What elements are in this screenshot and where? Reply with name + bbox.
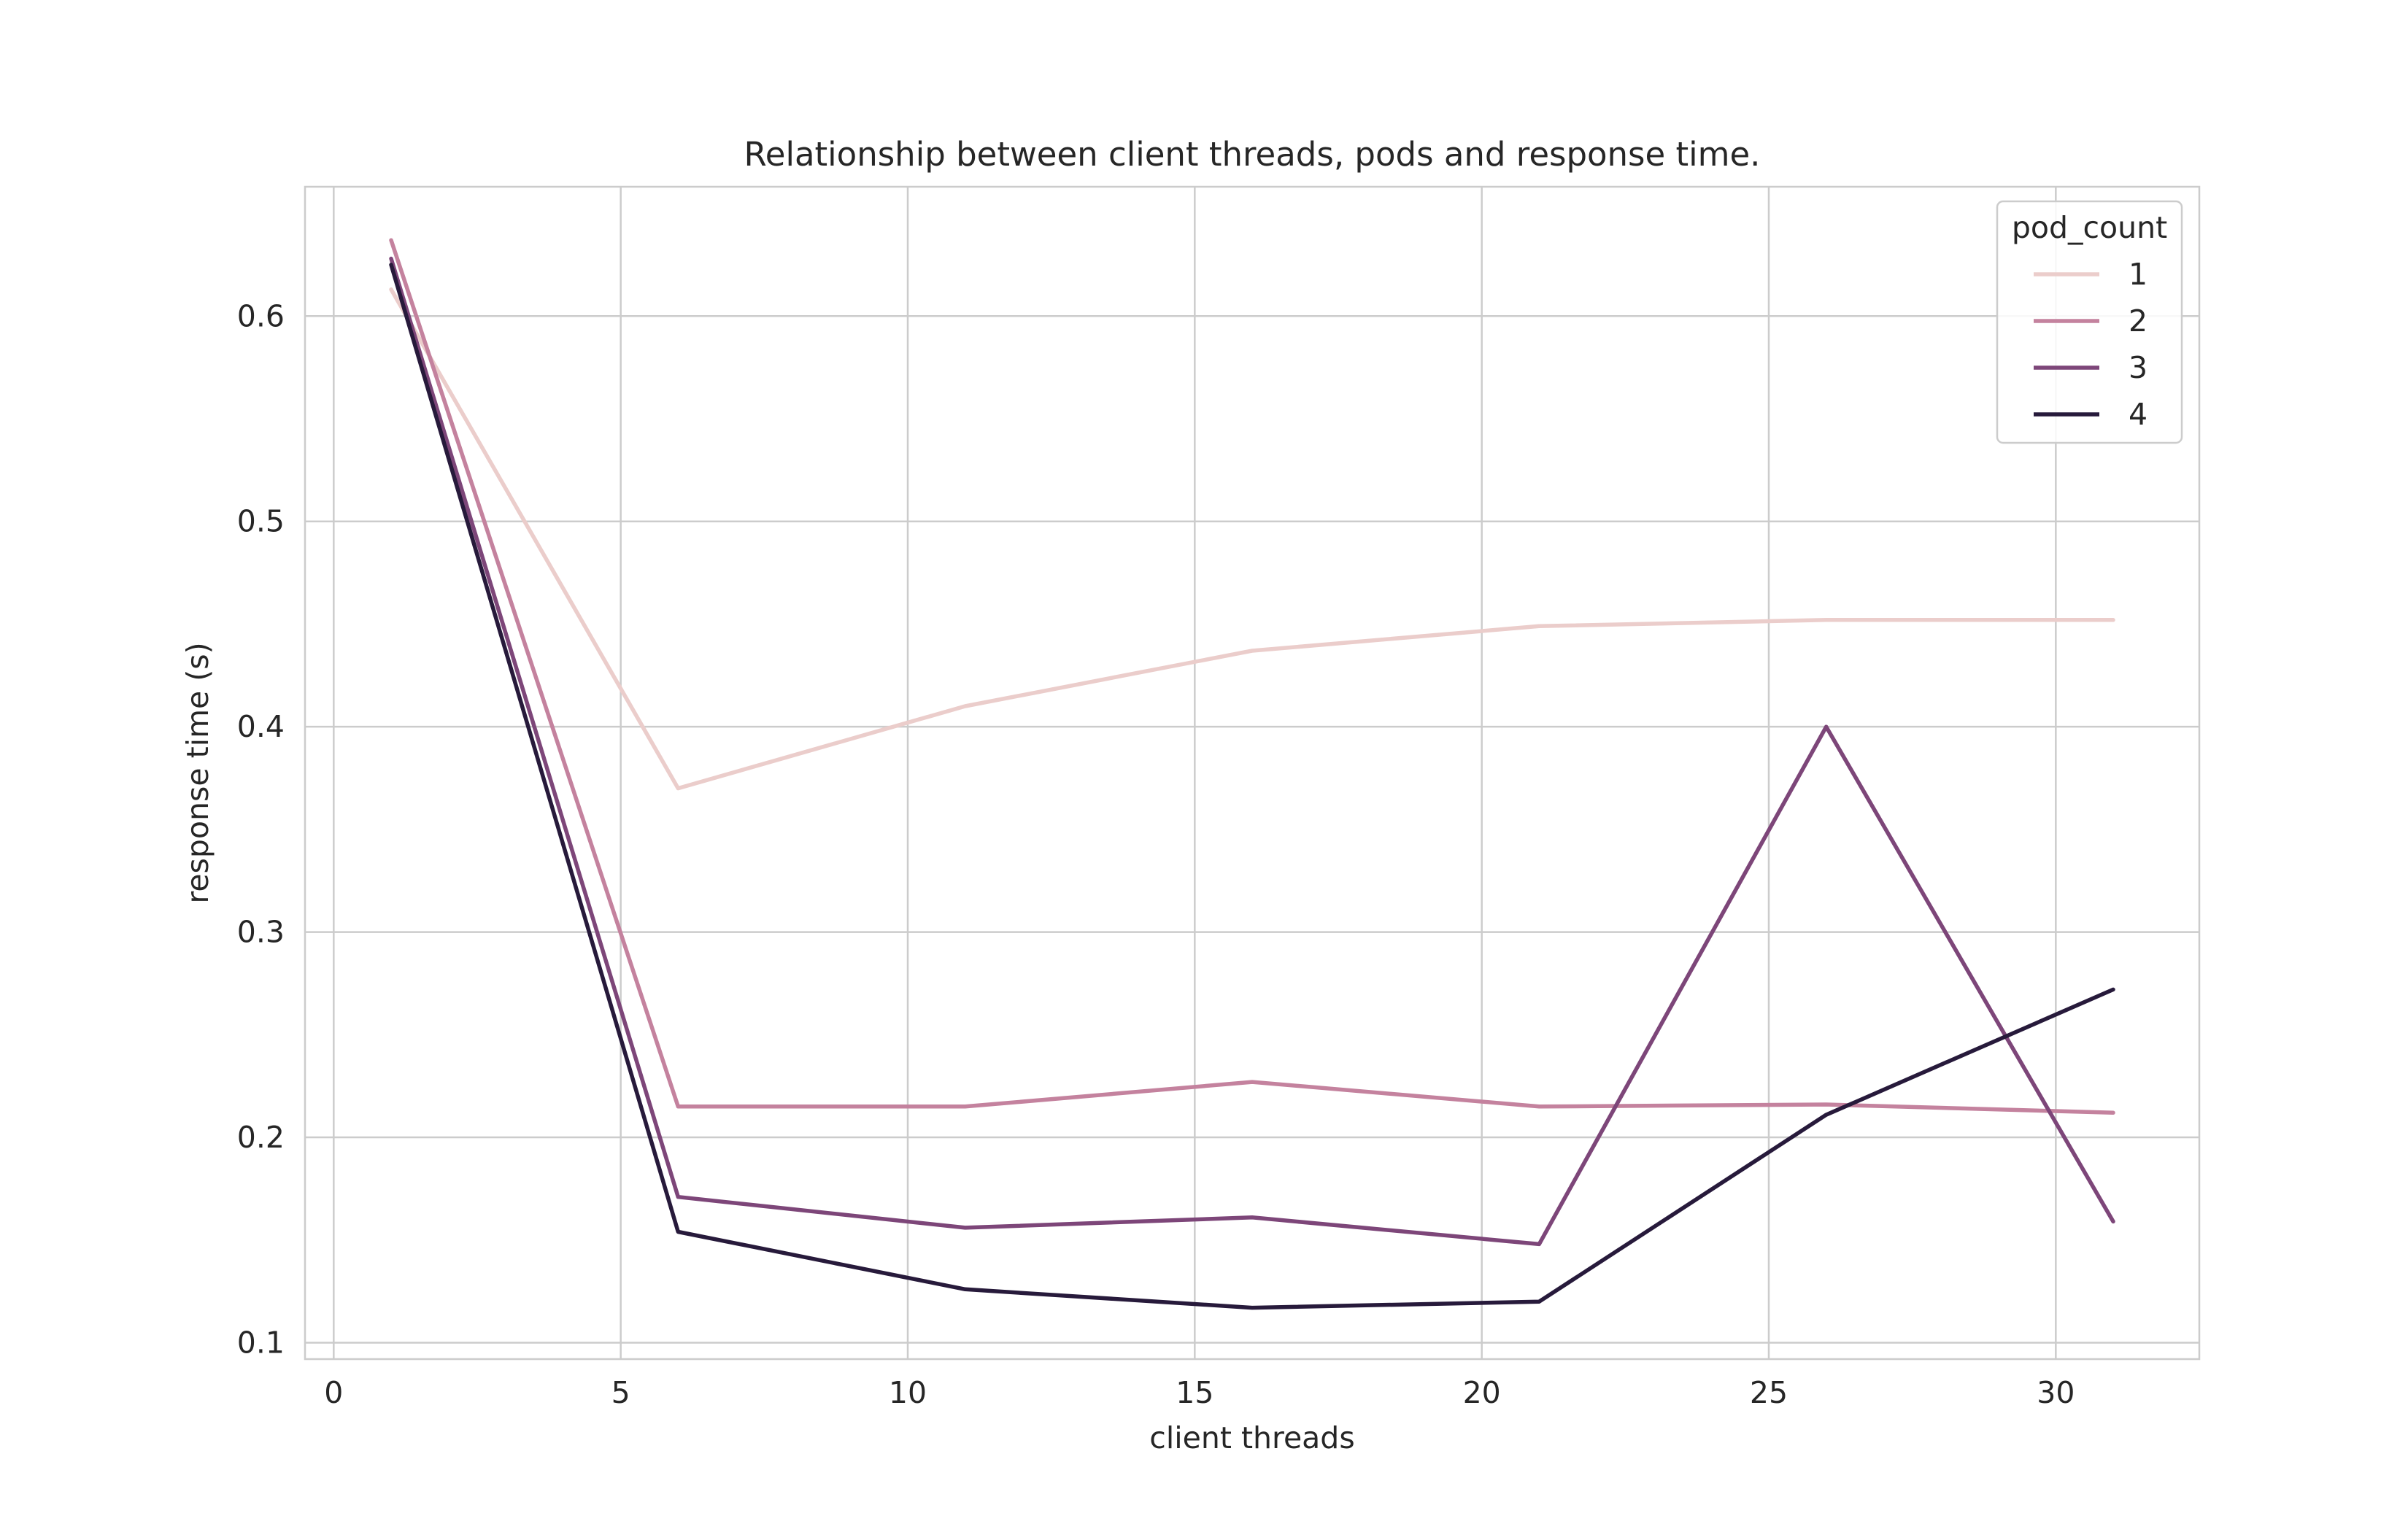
legend-label-1: 1	[2129, 257, 2147, 292]
data-point-2	[963, 1104, 968, 1109]
data-point-4	[389, 263, 393, 267]
data-point-1	[1537, 624, 1541, 628]
tick-labels: 0 5 10 15 20 25 30 0.1 0.2 0.3 0.4 0.5 0.6	[237, 298, 2075, 1410]
x-tick-label: 20	[1463, 1375, 1501, 1410]
x-tick-label: 10	[889, 1375, 927, 1410]
series-line-3	[389, 256, 2115, 1247]
data-point-2	[1824, 1102, 1829, 1107]
data-point-2	[676, 1104, 680, 1109]
data-point-1	[676, 786, 680, 791]
data-point-4	[963, 1287, 968, 1291]
x-tick-label: 5	[611, 1375, 630, 1410]
series-line-4	[389, 263, 2115, 1310]
data-point-1	[963, 704, 968, 708]
y-tick-label: 0.2	[237, 1120, 285, 1155]
x-tick-label: 15	[1176, 1375, 1213, 1410]
y-tick-label: 0.4	[237, 709, 285, 744]
y-tick-label: 0.6	[237, 298, 285, 333]
x-tick-label: 0	[324, 1375, 343, 1410]
data-point-2	[2111, 1110, 2115, 1115]
y-tick-label: 0.5	[237, 504, 285, 539]
y-tick-label: 0.3	[237, 915, 285, 950]
data-point-3	[389, 257, 393, 261]
x-tick-label: 25	[1750, 1375, 1788, 1410]
legend: pod_count 1 2 3 4	[1996, 200, 2183, 444]
data-point-1	[389, 287, 393, 292]
data-point-2	[1250, 1080, 1254, 1084]
data-point-4	[1250, 1306, 1254, 1310]
series-lines	[389, 238, 2115, 1310]
legend-label-4: 4	[2129, 397, 2147, 432]
x-tick-label: 30	[2037, 1375, 2075, 1410]
data-point-3	[1250, 1215, 1254, 1220]
data-point-1	[1824, 618, 1829, 622]
data-point-3	[2111, 1219, 2115, 1223]
data-point-4	[676, 1230, 680, 1234]
y-tick-label: 0.1	[237, 1325, 285, 1360]
legend-title: pod_count	[2012, 210, 2167, 245]
data-point-1	[2111, 618, 2115, 622]
data-point-4	[1537, 1299, 1541, 1304]
legend-label-2: 2	[2129, 303, 2147, 338]
x-axis-label: client threads	[1149, 1420, 1354, 1455]
plot-frame	[304, 185, 2201, 1361]
series-line-2	[389, 238, 2115, 1115]
data-point-3	[1537, 1242, 1541, 1246]
data-point-4	[1824, 1113, 1829, 1117]
data-point-3	[676, 1195, 680, 1199]
chart-title: Relationship between client threads, pod…	[744, 135, 1761, 174]
legend-label-3: 3	[2129, 350, 2147, 385]
series-line-1	[389, 287, 2115, 791]
data-point-2	[389, 238, 393, 242]
y-axis-label: response time (s)	[180, 642, 215, 903]
data-point-4	[2111, 987, 2115, 991]
grid	[305, 187, 2199, 1359]
data-point-3	[1824, 724, 1829, 729]
data-point-1	[1250, 649, 1254, 653]
data-point-3	[963, 1226, 968, 1230]
data-point-2	[1537, 1104, 1541, 1109]
legend-items: 1 2 3 4	[2034, 257, 2147, 432]
